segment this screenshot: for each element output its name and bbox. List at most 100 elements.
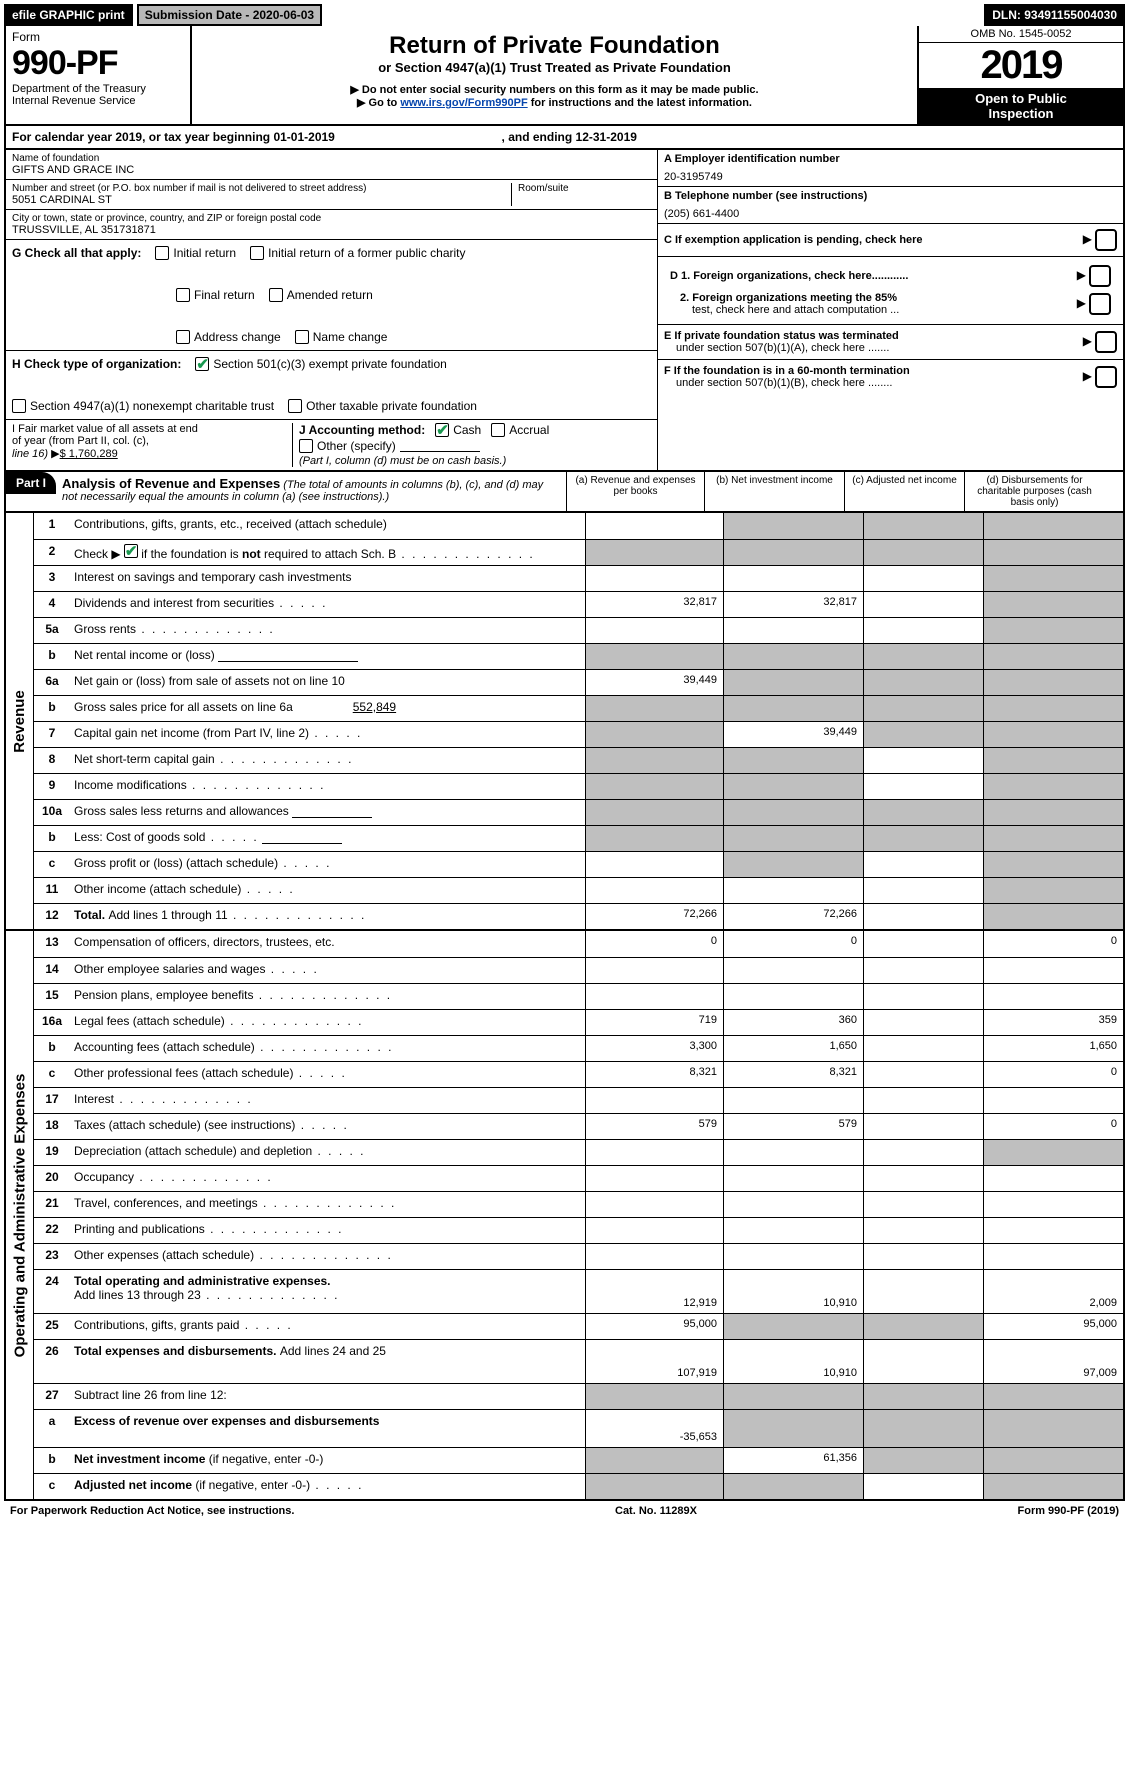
- i-line3: line 16): [12, 448, 48, 460]
- checkbox-icon: [155, 246, 169, 260]
- revenue-label-text: Revenue: [11, 690, 28, 753]
- room-label: Room/suite: [518, 183, 651, 194]
- j-label: J Accounting method:: [299, 423, 425, 437]
- col-b-header: (b) Net investment income: [704, 472, 844, 511]
- g-o4-label: Amended return: [287, 288, 373, 302]
- table-row: 1Contributions, gifts, grants, etc., rec…: [34, 513, 1123, 539]
- table-row: 16aLegal fees (attach schedule)719360359: [34, 1009, 1123, 1035]
- efile-label: efile GRAPHIC print: [4, 4, 133, 26]
- table-row: 27Subtract line 26 from line 12:: [34, 1383, 1123, 1409]
- table-row: 9Income modifications: [34, 773, 1123, 799]
- entity-info: Name of foundation GIFTS AND GRACE INC N…: [4, 150, 1125, 472]
- ein-value: 20-3195749: [664, 171, 1117, 183]
- form-number: 990-PF: [12, 44, 184, 83]
- part1-left: Part I Analysis of Revenue and Expenses …: [6, 472, 566, 511]
- city-label: City or town, state or province, country…: [12, 213, 651, 224]
- irs-link[interactable]: www.irs.gov/Form990PF: [400, 97, 527, 109]
- table-row: 5aGross rents: [34, 617, 1123, 643]
- page-footer: For Paperwork Reduction Act Notice, see …: [4, 1501, 1125, 1521]
- arrow-icon: ▶: [1083, 369, 1092, 383]
- e-checkbox[interactable]: [1095, 331, 1117, 353]
- e1-label: E If private foundation status was termi…: [664, 330, 899, 342]
- checkbox-icon: [250, 246, 264, 260]
- table-row: 22Printing and publications: [34, 1217, 1123, 1243]
- g-initial-former[interactable]: Initial return of a former public charit…: [250, 246, 465, 260]
- table-row: 3Interest on savings and temporary cash …: [34, 565, 1123, 591]
- f-row: F If the foundation is in a 60-month ter…: [658, 360, 1123, 394]
- cal-begin: 01-01-2019: [273, 130, 334, 144]
- h-501c3[interactable]: Section 501(c)(3) exempt private foundat…: [195, 357, 446, 371]
- table-row: bNet investment income (if negative, ent…: [34, 1447, 1123, 1473]
- h-other-taxable[interactable]: Other taxable private foundation: [288, 399, 477, 413]
- table-row: 12Total. Add lines 1 through 1172,26672,…: [34, 903, 1123, 929]
- g-address-change[interactable]: Address change: [176, 330, 281, 344]
- g-amended[interactable]: Amended return: [269, 288, 373, 302]
- table-row: cAdjusted net income (if negative, enter…: [34, 1473, 1123, 1499]
- info-left: Name of foundation GIFTS AND GRACE INC N…: [6, 150, 657, 470]
- g-row: G Check all that apply: Initial return I…: [6, 240, 657, 351]
- j-other[interactable]: Other (specify): [299, 439, 480, 453]
- g-final-return[interactable]: Final return: [176, 288, 255, 302]
- col-c-header: (c) Adjusted net income: [844, 472, 964, 511]
- c-checkbox[interactable]: [1095, 229, 1117, 251]
- table-row: 2Check ▶ if the foundation is not requir…: [34, 539, 1123, 565]
- g-initial-return[interactable]: Initial return: [155, 246, 236, 260]
- calendar-year-row: For calendar year 2019, or tax year begi…: [4, 126, 1125, 150]
- table-row: 20Occupancy: [34, 1165, 1123, 1191]
- checkbox-checked-icon[interactable]: [124, 544, 138, 558]
- h-o1-label: Section 501(c)(3) exempt private foundat…: [213, 357, 446, 371]
- h-row: H Check type of organization: Section 50…: [6, 351, 657, 420]
- foundation-address: 5051 CARDINAL ST: [12, 194, 511, 206]
- d-row: D 1. Foreign organizations, check here..…: [658, 257, 1123, 325]
- table-row: 24Total operating and administrative exp…: [34, 1269, 1123, 1313]
- addr-label: Number and street (or P.O. box number if…: [12, 183, 511, 194]
- column-headers: (a) Revenue and expenses per books (b) N…: [566, 472, 1123, 511]
- d1-checkbox[interactable]: [1089, 265, 1111, 287]
- checkbox-icon: [269, 288, 283, 302]
- h-label: H Check type of organization:: [12, 357, 181, 371]
- h-o2-label: Section 4947(a)(1) nonexempt charitable …: [30, 399, 274, 413]
- goto-line: Go to www.irs.gov/Form990PF for instruct…: [202, 96, 907, 109]
- checkbox-icon: [299, 439, 313, 453]
- col-d-header: (d) Disbursements for charitable purpose…: [964, 472, 1104, 511]
- i-line2: of year (from Part II, col. (c),: [12, 435, 286, 447]
- irs-label: Internal Revenue Service: [12, 95, 184, 107]
- ein-label: A Employer identification number: [664, 153, 1117, 165]
- footer-cat: Cat. No. 11289X: [615, 1505, 697, 1517]
- header-right: OMB No. 1545-0052 2019 Open to Public In…: [917, 26, 1123, 124]
- table-row: 23Other expenses (attach schedule): [34, 1243, 1123, 1269]
- f-checkbox[interactable]: [1095, 366, 1117, 388]
- g-name-change[interactable]: Name change: [295, 330, 388, 344]
- j-accrual[interactable]: Accrual: [491, 423, 549, 437]
- part1-title: Analysis of Revenue and Expenses: [62, 476, 280, 491]
- ij-row: I Fair market value of all assets at end…: [6, 420, 657, 470]
- table-row: aExcess of revenue over expenses and dis…: [34, 1409, 1123, 1447]
- cal-mid: , and ending: [502, 130, 576, 144]
- open-public-badge: Open to Public Inspection: [919, 88, 1123, 124]
- part1-badge: Part I: [6, 472, 56, 494]
- name-cell: Name of foundation GIFTS AND GRACE INC: [6, 150, 657, 180]
- j-accrual-label: Accrual: [509, 423, 549, 437]
- checkbox-icon: [491, 423, 505, 437]
- checkbox-icon: [12, 399, 26, 413]
- table-row: 7Capital gain net income (from Part IV, …: [34, 721, 1123, 747]
- h-4947[interactable]: Section 4947(a)(1) nonexempt charitable …: [12, 399, 274, 413]
- j-cash[interactable]: Cash: [435, 423, 481, 437]
- d2-checkbox[interactable]: [1089, 293, 1111, 315]
- revenue-side-label: Revenue: [6, 513, 34, 929]
- table-row: 6aNet gain or (loss) from sale of assets…: [34, 669, 1123, 695]
- table-row: 19Depreciation (attach schedule) and dep…: [34, 1139, 1123, 1165]
- h-o3-label: Other taxable private foundation: [306, 399, 477, 413]
- phone-value: (205) 661-4400: [664, 208, 1117, 220]
- header-left: Form 990-PF Department of the Treasury I…: [6, 26, 192, 124]
- top-bar: efile GRAPHIC print Submission Date - 20…: [4, 4, 1125, 26]
- table-row: 10aGross sales less returns and allowanc…: [34, 799, 1123, 825]
- i-value: $ 1,760,289: [60, 448, 118, 460]
- g-o3-label: Final return: [194, 288, 255, 302]
- omb-number: OMB No. 1545-0052: [919, 26, 1123, 43]
- expenses-rows: 13Compensation of officers, directors, t…: [34, 931, 1123, 1499]
- d2b-label: test, check here and attach computation …: [692, 304, 899, 316]
- form-page: efile GRAPHIC print Submission Date - 20…: [0, 0, 1129, 1525]
- table-row: 17Interest: [34, 1087, 1123, 1113]
- tax-year: 2019: [919, 43, 1123, 88]
